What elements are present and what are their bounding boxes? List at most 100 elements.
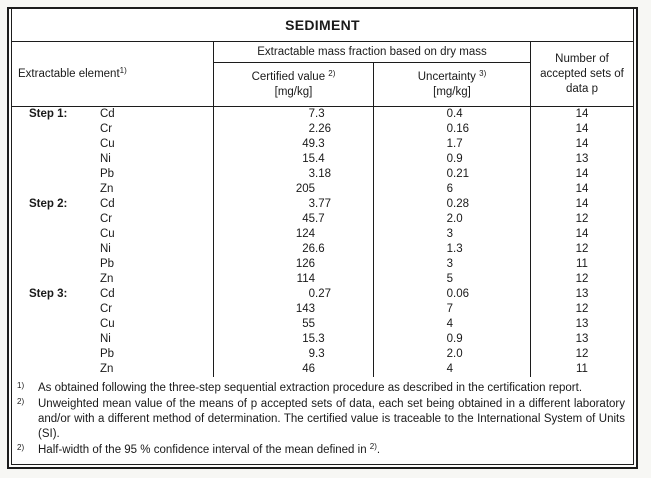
accepted-sets-value: 11 [576,258,588,270]
value-integer-part: 2 [446,348,453,360]
value-fraction-part: .0 [453,348,463,360]
element-label: Pb [100,258,115,270]
uncertainty-row-value: 4 [374,317,530,332]
data-column-uncertainty: 0.4 0.16 1.7 0.9 0.21 6 0.28 2.0 3 1.3 3 5 0.06 7 4 0.9… [374,107,531,377]
table-row: Zn [12,272,213,287]
value-fraction-part: .4 [453,108,463,120]
accepted-sets-value: 14 [575,228,589,240]
uncertainty-row-value: 0.28 [374,197,530,212]
value-integer-part: 3 [308,198,315,210]
value-fraction-part: .4 [315,153,325,165]
uncertainty-unit: [mg/kg] [433,85,471,98]
footnote-ref-1: 1) [119,66,127,75]
certified-unit: [mg/kg] [274,85,313,98]
uncertainty-row-value: 2.0 [374,212,530,227]
value-integer-part: 3 [446,258,453,270]
value-fraction-part: .3 [315,333,325,345]
value-integer-part: 124 [295,228,315,240]
table-row: Pb [12,167,213,182]
footnote-text: As obtained following the three-step seq… [38,382,583,394]
header-cell-certified-value: Certified value 2) [mg/kg] [214,63,374,106]
table-row: Ni [12,152,213,167]
uncertainty-row-value: 0.06 [374,287,530,302]
footnote-text: Unweighted mean value of the means of p … [38,398,625,440]
uncertainty-row-value: 5 [374,272,530,287]
step-label: Step 3: [29,288,68,300]
footnote-ref-inline: 2) [369,442,377,451]
value-fraction-part: .3 [315,108,325,120]
value-fraction-part: .7 [453,138,463,150]
element-label: Zn [100,183,114,195]
uncertainty-row-value: 1.3 [374,242,530,257]
certified-row-value: 45.7 [214,212,373,227]
element-label: Ni [100,153,111,165]
data-column-element: Step 1: Cd Cr Cu Ni Pb Zn Step 2: Cd Cr Cu Ni Pb Zn St… [12,107,214,377]
value-integer-part: 5 [446,273,453,285]
data-column-certified-value: 7.3 2.26 49.3 15.4 3.18 205 3.77 45.7 124 26.6 126… [214,107,374,377]
table-row: Cu [12,137,213,152]
value-integer-part: 49 [302,138,315,150]
value-integer-part: 7 [446,303,453,315]
uncertainty-row-value: 0.9 [374,152,530,167]
value-integer-part: 0 [446,198,453,210]
table-row: Zn [12,182,213,197]
accepted-sets-value: 14 [575,183,589,195]
certified-row-value: 126 [214,257,373,272]
value-fraction-part: .06 [453,288,469,300]
step-label: Step 2: [29,198,68,210]
value-fraction-part: .6 [315,243,325,255]
table-row: Step 2: Cd [12,197,213,212]
table-row: Ni [12,242,213,257]
element-label: Cu [100,318,115,330]
certified-row-value: 15.4 [214,152,373,167]
value-integer-part: 2 [446,213,453,225]
value-integer-part: 0 [446,168,453,180]
uncertainty-row-value: 0.16 [374,122,530,137]
value-integer-part: 6 [446,183,453,195]
value-integer-part: 205 [295,183,315,195]
value-integer-part: 55 [302,318,315,330]
footnote-text: Half-width of the 95 % confidence interv… [38,444,370,456]
value-integer-part: 15 [302,153,315,165]
value-integer-part: 0 [446,123,453,135]
certified-row-value: 114 [214,272,373,287]
footnote-2: 2) Unweighted mean value of the means of … [16,397,625,442]
footnote-marker: 2) [17,443,25,452]
value-integer-part: 0 [446,288,453,300]
sediment-table-frame: SEDIMENT Extractable element1) Extractab… [7,7,638,469]
table-row: Cu [12,317,213,332]
footnote-ref-3: 3) [479,68,487,78]
step-label: Step 1: [29,108,68,120]
uncertainty-row-value: 4 [374,362,530,377]
accepted-sets-value: 12 [575,348,589,360]
value-integer-part: 126 [295,258,315,270]
header-cell-accepted-sets: Number of accepted sets of data p [540,52,624,95]
element-label: Pb [100,168,115,180]
element-label: Cr [100,303,113,315]
certified-row-value: 3.18 [214,167,373,182]
value-integer-part: 4 [446,363,453,375]
table-row: Step 1: Cd [12,107,213,122]
value-fraction-part: .18 [315,168,331,180]
accepted-sets-value: 14 [575,123,589,135]
value-fraction-part: .9 [453,153,463,165]
value-integer-part: 143 [295,303,315,315]
certified-row-value: 2.26 [214,122,373,137]
accepted-sets-value: 13 [575,288,589,300]
value-fraction-part: .28 [453,198,469,210]
element-label: Zn [100,363,114,375]
uncertainty-row-value: 2.0 [374,347,530,362]
element-label: Ni [100,333,111,345]
certified-row-value: 143 [214,302,373,317]
element-label: Ni [100,243,111,255]
value-integer-part: 0 [446,108,453,120]
table-row: Zn [12,362,213,377]
footnote-marker: 2) [17,397,25,406]
footnote-text-tail: . [376,444,381,456]
element-label: Cd [100,198,115,210]
value-integer-part: 46 [302,363,315,375]
accepted-sets-value: 14 [575,138,589,150]
accepted-sets-value: 12 [575,243,589,255]
table-row: Cr [12,302,213,317]
value-fraction-part: .3 [315,348,325,360]
